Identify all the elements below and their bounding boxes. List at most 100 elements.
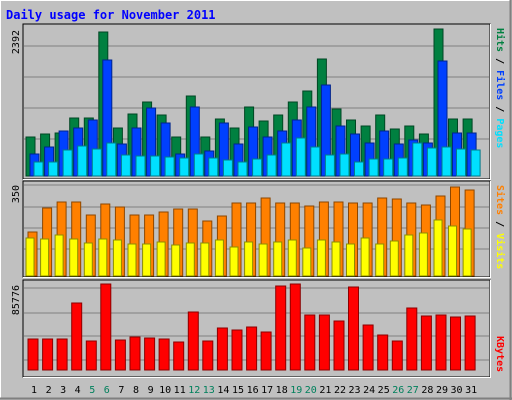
bar-kbytes-day-30	[450, 316, 461, 371]
bar-kbytes-day-19	[289, 283, 301, 371]
bar-kbytes-day-10	[158, 338, 170, 371]
bar-sites-day-27	[404, 234, 414, 277]
bar-pages-day-9	[150, 155, 161, 177]
bar-pages-day-4	[77, 145, 88, 177]
bar-pages-day-24	[368, 158, 379, 177]
x-tick-label: 22	[334, 385, 346, 396]
bar-sites-day-5	[83, 242, 93, 277]
x-tick-label: 5	[89, 385, 95, 396]
bar-sites-day-6	[98, 238, 108, 277]
bar-pages-day-30	[456, 148, 466, 177]
bar-kbytes-day-26	[391, 340, 403, 371]
x-tick-label: 8	[133, 385, 139, 396]
bar-sites-day-21	[316, 239, 326, 277]
bar-sites-day-16	[244, 241, 254, 277]
bar-sites-day-14	[214, 239, 224, 277]
bar-pages-day-20	[310, 146, 321, 177]
legend-separator: /	[494, 215, 505, 233]
bar-pages-day-11	[179, 157, 190, 177]
legend-separator: /	[494, 100, 505, 118]
chart-title: Daily usage for November 2011	[6, 8, 216, 22]
bar-sites-day-31	[462, 228, 472, 277]
x-tick-label: 28	[421, 385, 433, 396]
bar-sites-day-10	[156, 241, 166, 277]
bar-kbytes-day-9	[144, 337, 156, 371]
bar-kbytes-day-1	[27, 338, 39, 371]
bar-kbytes-day-11	[173, 341, 185, 371]
panel-max-label-kbytes: 85776	[11, 285, 22, 315]
x-tick-label: 24	[363, 385, 375, 396]
bar-pages-day-6	[106, 142, 117, 177]
bar-kbytes-day-20	[304, 314, 316, 371]
panel-max-label-hits: 2392	[11, 30, 22, 54]
bar-pages-day-3	[62, 149, 73, 177]
x-tick-label: 19	[290, 385, 302, 396]
bar-pages-day-12	[193, 153, 204, 177]
bar-kbytes-day-25	[377, 334, 389, 371]
bar-sites-day-2	[40, 238, 50, 277]
x-tick-label: 31	[465, 385, 477, 396]
x-tick-label: 29	[436, 385, 448, 396]
bar-kbytes-day-16	[246, 326, 258, 371]
x-tick-label: 25	[378, 385, 390, 396]
bar-sites-day-1	[25, 237, 35, 277]
x-tick-label: 26	[392, 385, 404, 396]
bar-pages-day-26	[397, 157, 408, 177]
x-tick-label: 17	[261, 385, 273, 396]
x-tick-label: 15	[232, 385, 244, 396]
bar-pages-day-10	[164, 156, 175, 177]
bar-pages-day-7	[120, 154, 131, 177]
panel-max-label-visits: 350	[11, 185, 22, 203]
bar-kbytes-day-22	[333, 320, 345, 371]
x-tick-label: 10	[159, 385, 171, 396]
bar-kbytes-day-4	[71, 302, 83, 371]
legend-hits-files-pages: Hits / Files / Pages	[494, 28, 506, 148]
bar-sites-day-20	[302, 247, 312, 277]
bar-sites-day-7	[112, 239, 122, 277]
bar-kbytes-day-18	[275, 285, 287, 371]
bar-kbytes-day-31	[464, 315, 476, 371]
bar-pages-day-15	[237, 161, 248, 177]
bar-sites-day-25	[375, 243, 385, 277]
legend-kbytes-label: KBytes	[494, 336, 505, 372]
bar-kbytes-day-8	[129, 336, 141, 371]
x-tick-label: 20	[305, 385, 317, 396]
x-tick-label: 6	[104, 385, 110, 396]
legend-sites-label: Sites	[494, 185, 506, 215]
x-tick-label: 30	[450, 385, 462, 396]
bar-sites-day-11	[171, 244, 181, 277]
bar-kbytes-day-17	[260, 331, 272, 371]
bar-kbytes-day-29	[435, 314, 447, 371]
bar-sites-day-24	[360, 237, 370, 277]
legend-visits-label: Visits	[494, 233, 506, 269]
bar-kbytes-day-5	[85, 340, 97, 371]
bar-kbytes-day-23	[348, 286, 359, 371]
bar-kbytes-day-7	[114, 339, 126, 371]
x-tick-label: 12	[188, 385, 200, 396]
bar-kbytes-day-28	[420, 315, 432, 371]
bar-pages-day-21	[324, 154, 335, 177]
bar-kbytes-day-14	[216, 327, 228, 371]
bar-sites-day-22	[331, 241, 341, 277]
legend-pages-label: Pages	[494, 118, 505, 148]
bar-sites-day-23	[346, 243, 355, 277]
x-tick-label: 13	[203, 385, 215, 396]
bar-sites-day-3	[54, 234, 64, 277]
legend-hits-label: Hits	[494, 28, 506, 52]
bar-pages-day-17	[266, 154, 277, 177]
legend-kbytes: KBytes	[494, 336, 505, 372]
x-tick-label: 18	[276, 385, 288, 396]
x-tick-label: 27	[407, 385, 419, 396]
bar-kbytes-day-24	[362, 324, 374, 371]
x-tick-label: 3	[60, 385, 66, 396]
bar-sites-day-29	[433, 219, 443, 277]
bar-pages-day-23	[354, 161, 364, 177]
x-tick-label: 9	[148, 385, 154, 396]
bar-sites-day-17	[258, 243, 268, 277]
x-axis-labels: 1 2 3 4 5 6 7 8 9 10 11 12 13 14 15 16 17 18 19 20 21 22 23 24 2…	[31, 385, 477, 396]
bar-pages-day-22	[339, 153, 350, 177]
bar-pages-day-19	[295, 137, 306, 177]
bar-sites-day-8	[127, 243, 137, 277]
x-tick-label: 4	[75, 385, 81, 396]
